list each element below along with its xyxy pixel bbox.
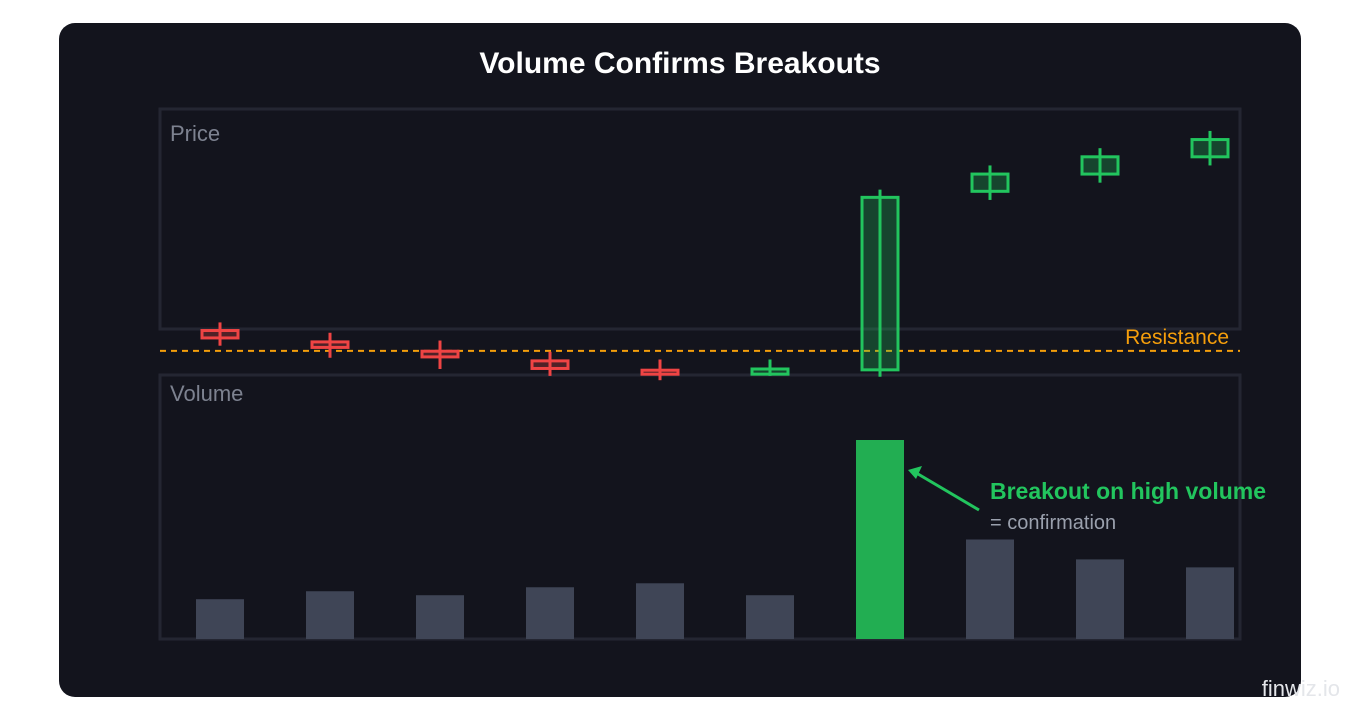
volume-bar (416, 595, 464, 639)
candle (750, 359, 790, 376)
candle-body (970, 172, 1010, 193)
candle (1190, 130, 1230, 166)
candle-body (310, 340, 350, 349)
volume-panel-label: Volume (170, 381, 243, 406)
annotation-layer: Breakout on high volume = confirmation (908, 466, 1266, 534)
candle-body (860, 195, 900, 372)
candle-body (750, 367, 790, 376)
candle (310, 332, 350, 358)
watermark: finwiz.io (1261, 676, 1340, 701)
annotation-text: Breakout on high volume (990, 478, 1266, 504)
candle (1080, 148, 1120, 183)
candle-body (640, 368, 680, 376)
annotation-arrowhead (908, 466, 922, 479)
chart-title: Volume Confirms Breakouts (479, 47, 881, 80)
annotation-subtext: = confirmation (990, 512, 1116, 534)
candle-body (530, 359, 570, 370)
volume-panel (158, 373, 1242, 641)
chart-svg: Price Volume Resistance Breakout on high … (158, 107, 1266, 641)
volume-bar (306, 591, 354, 639)
annotation-arrow-line (917, 472, 980, 512)
price-panel-label: Price (170, 121, 220, 146)
candle (530, 351, 570, 376)
volume-bar (1186, 567, 1234, 639)
candle-body (420, 349, 460, 359)
candle (420, 340, 460, 369)
volume-bar (856, 440, 904, 639)
candle-body (1080, 155, 1120, 176)
price-panel (158, 107, 1242, 331)
candles-layer (200, 130, 1230, 381)
candle (640, 359, 680, 381)
candle-body (1190, 138, 1230, 159)
chart-card: Volume Confirms Breakouts Price Volume Re… (59, 23, 1301, 697)
resistance-layer: Resistance (160, 326, 1240, 352)
volume-bar (196, 599, 244, 639)
volume-bar (526, 587, 574, 639)
volume-layer (196, 440, 1234, 639)
volume-bar (636, 583, 684, 639)
candle (200, 322, 240, 346)
resistance-label: Resistance (1125, 326, 1229, 349)
panels-layer: Price Volume (158, 107, 1242, 641)
volume-bar (1076, 559, 1124, 639)
candle (860, 189, 900, 377)
volume-bar (966, 539, 1014, 639)
volume-bar (746, 595, 794, 639)
candle-body (200, 329, 240, 340)
candle (970, 165, 1010, 200)
